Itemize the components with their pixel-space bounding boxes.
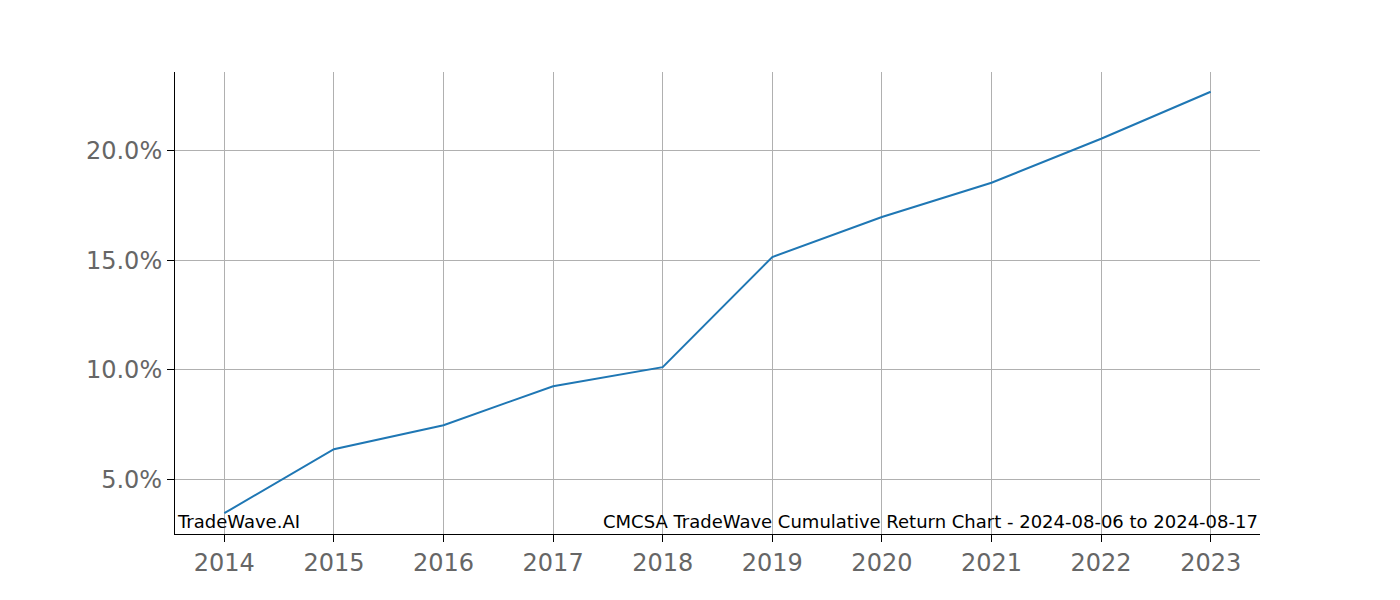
- svg-text:2020: 2020: [851, 549, 912, 577]
- svg-text:2023: 2023: [1180, 549, 1241, 577]
- svg-text:2016: 2016: [413, 549, 474, 577]
- svg-text:2022: 2022: [1071, 549, 1132, 577]
- svg-text:2017: 2017: [523, 549, 584, 577]
- svg-text:10.0%: 10.0%: [86, 356, 162, 384]
- svg-text:15.0%: 15.0%: [86, 247, 162, 275]
- svg-text:20.0%: 20.0%: [86, 137, 162, 165]
- svg-text:2014: 2014: [194, 549, 255, 577]
- svg-text:CMCSA TradeWave Cumulative Ret: CMCSA TradeWave Cumulative Return Chart …: [603, 511, 1258, 532]
- svg-text:2015: 2015: [303, 549, 364, 577]
- svg-text:5.0%: 5.0%: [101, 466, 162, 494]
- svg-text:2019: 2019: [742, 549, 803, 577]
- svg-text:TradeWave.AI: TradeWave.AI: [177, 511, 300, 532]
- svg-text:2018: 2018: [632, 549, 693, 577]
- svg-text:2021: 2021: [961, 549, 1022, 577]
